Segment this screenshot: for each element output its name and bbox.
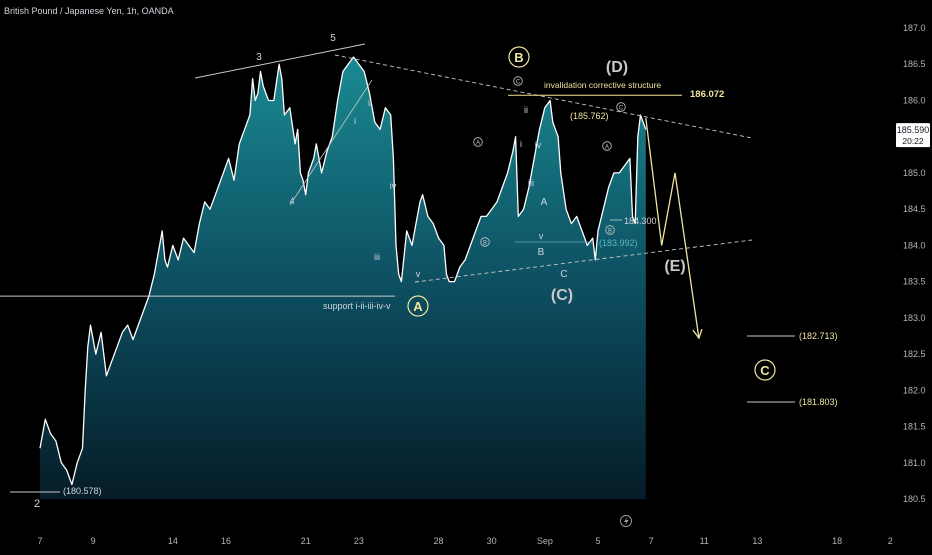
price-label: 184.300 — [624, 216, 657, 226]
wave-label-small: v — [539, 231, 544, 241]
price-label: (183.992) — [599, 238, 638, 248]
y-tick-label: 182.0 — [903, 385, 926, 395]
wave-label-small: ii — [368, 98, 372, 108]
price-label: (182.713) — [799, 331, 838, 341]
price-label: (185.762) — [570, 111, 609, 121]
wave-label-circled: B — [608, 228, 612, 234]
wave-circle — [407, 295, 429, 317]
current-price-box — [896, 123, 930, 148]
wave-label-small: A — [541, 197, 548, 208]
wave-label-small: 3 — [256, 52, 262, 63]
y-tick-label: 184.5 — [903, 204, 926, 214]
y-tick-label: 187.0 — [903, 23, 926, 33]
price-area-fill — [40, 57, 646, 499]
wave-label-small: iii — [374, 252, 380, 262]
small-wave-circle — [480, 237, 490, 247]
current-price-label: 185.590 — [897, 125, 930, 135]
x-tick-label: 30 — [487, 536, 497, 546]
small-wave-circle — [602, 141, 612, 151]
x-tick-label: 23 — [354, 536, 364, 546]
wave-label-small: B — [538, 247, 545, 258]
y-tick-label: 184.0 — [903, 240, 926, 250]
x-tick-label: 5 — [595, 536, 600, 546]
wave-label-big: C — [760, 363, 770, 378]
wave-label-small: 4 — [289, 196, 294, 206]
wave-label-bracket: (C) — [551, 287, 573, 304]
price-label: (181.803) — [799, 397, 838, 407]
x-tick-label: 7 — [37, 536, 42, 546]
wave-label-small: i — [354, 116, 356, 126]
descending-triangle-line — [334, 54, 753, 139]
y-tick-label: 183.5 — [903, 277, 926, 287]
y-tick-label: 185.0 — [903, 168, 926, 178]
wave-label-bracket: (D) — [606, 59, 628, 76]
lightning-bolt-glyph — [624, 516, 629, 526]
lightning-icon[interactable] — [620, 515, 632, 527]
wave-label-big: B — [514, 50, 523, 65]
wave-label-circled: A — [605, 144, 609, 150]
small-wave-circle — [473, 137, 483, 147]
x-tick-label: 9 — [91, 536, 96, 546]
upper-channel-line — [194, 43, 366, 79]
x-tick-label: 16 — [221, 536, 231, 546]
small-wave-circle — [616, 102, 626, 112]
x-tick-label: 18 — [832, 536, 842, 546]
invalidation-label: invalidation corrective structure — [544, 80, 661, 90]
ascending-triangle-line — [414, 239, 753, 283]
y-tick-label: 183.0 — [903, 313, 926, 323]
x-tick-label: 7 — [649, 536, 654, 546]
wave-circle — [754, 359, 776, 381]
wave-label-small: 2 — [34, 498, 40, 510]
x-tick-label: 2 — [888, 536, 893, 546]
wave-label-small: ii — [524, 105, 528, 115]
wave-label-circled: C — [619, 105, 624, 111]
wave-label-small: iv — [390, 181, 397, 191]
wave-label-circled: B — [483, 240, 487, 246]
wave-label-big: A — [413, 299, 423, 314]
current-price-countdown: 20:22 — [902, 136, 924, 146]
projection-path — [645, 117, 700, 339]
wave-label-small: 5 — [330, 33, 336, 44]
x-tick-label: 11 — [700, 536, 709, 546]
chart-title: British Pound / Japanese Yen, 1h, OANDA — [4, 6, 174, 16]
x-tick-label: 28 — [434, 536, 444, 546]
invalidation-value: 186.072 — [690, 89, 724, 100]
y-tick-label: 182.5 — [903, 349, 926, 359]
y-tick-label: 181.0 — [903, 458, 926, 468]
x-tick-label: 14 — [168, 536, 178, 546]
y-tick-label: 186.0 — [903, 95, 926, 105]
wave-label-small: v — [416, 269, 421, 279]
x-tick-label: 21 — [301, 536, 311, 546]
projection-arrowhead — [692, 328, 703, 340]
y-tick-label: 181.5 — [903, 422, 926, 432]
small-wave-circle — [513, 76, 523, 86]
wave-label-circled: A — [476, 140, 480, 146]
x-tick-label: Sep — [537, 536, 553, 546]
wave-label-small: iii — [528, 178, 534, 188]
wave-4-trendline — [289, 79, 373, 206]
wave-label-small: i — [520, 139, 522, 149]
wave-label-bracket: (E) — [664, 258, 685, 275]
support-label: support i-ii-iii-iv-v — [323, 301, 391, 311]
wave-label-small: iv — [535, 140, 542, 150]
price-label: (180.578) — [63, 486, 102, 496]
small-wave-circle — [605, 225, 615, 235]
x-tick-label: 13 — [752, 536, 762, 546]
wave-label-circled: C — [516, 79, 521, 85]
wave-circle — [508, 46, 530, 68]
y-tick-label: 180.5 — [903, 494, 926, 504]
wave-label-small: C — [560, 269, 567, 280]
price-line[interactable] — [39, 56, 647, 486]
y-tick-label: 186.5 — [903, 59, 926, 69]
